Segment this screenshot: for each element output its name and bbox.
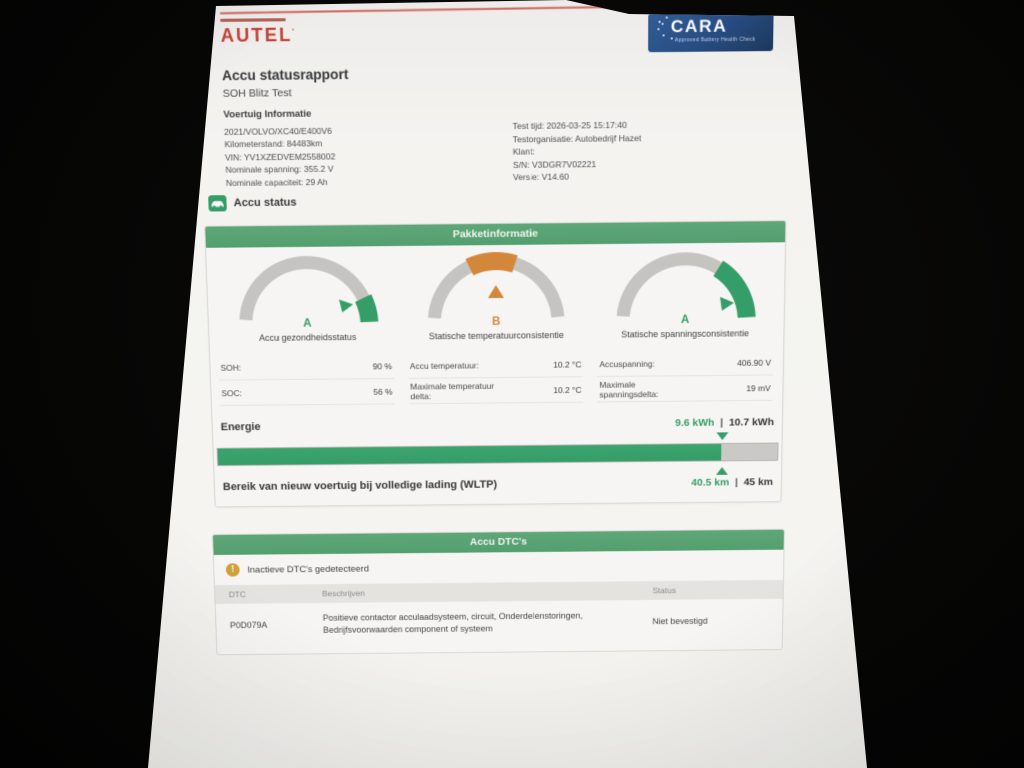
dtc-card: Accu DTC's ! Inactieve DTC's gedetecteer… [212, 529, 785, 655]
report-title: Accu statusrapport [222, 67, 349, 84]
energy-current: 9.6 kWh [675, 417, 714, 429]
pakketinformatie-card: Pakketinformatie A Accu gezondheidsstatu… [204, 220, 786, 507]
range-total: 45 km [744, 476, 773, 488]
stats-grid: SOH: 90 % SOC: 56 % Accu temperatuur: 10… [210, 338, 784, 406]
dtc-code: P0D079A [230, 620, 323, 630]
cara-badge-title: CARA [671, 16, 728, 37]
test-info-line: S/N: V3DGR7V02221 [513, 157, 641, 171]
stat-soc: SOC: 56 % [219, 379, 395, 406]
stat-max-temp-delta: Maximale temperatuur delta: 10.2 °C [408, 377, 583, 404]
dtc-col-description: Beschrijven [322, 586, 653, 598]
range-row: Bereik van nieuw voertuig bij volledige … [215, 474, 781, 506]
energy-label: Energie [220, 421, 260, 433]
gauge-pointer-icon [488, 285, 504, 298]
report-content: AUTEL' CARA Approved Battery Health Chec… [137, 0, 858, 741]
vehicle-info-line: Nominale capaciteit: 29 Ah [226, 175, 337, 189]
header-red-rule [220, 3, 800, 14]
gauge-health: A Accu gezondheidsstatus [210, 252, 402, 343]
vehicle-info-line: 2021/VOLVO/XC40/E400V6 [224, 124, 335, 138]
dtc-table-row: P0D079A Positieve contactor acculaadsyst… [216, 599, 783, 649]
gauge-voltage-grade: A [681, 314, 689, 326]
vehicle-info-heading: Voertuig Informatie [223, 108, 334, 122]
header-red-dash [220, 18, 286, 22]
gauges-row: A Accu gezondheidsstatus B Statische tem… [206, 242, 785, 343]
autel-logo: AUTEL' [220, 24, 296, 47]
gauge-voltage-label: Statische spanningsconsistentie [621, 328, 749, 339]
gauge-temperature-grade: B [492, 316, 500, 328]
energy-marker-top-icon [716, 432, 728, 440]
energy-bar-area [216, 432, 779, 480]
stats-column-voltage: Accuspanning: 406.90 V Maximale spanning… [597, 350, 773, 403]
dtc-status: Niet bevestigd [652, 616, 768, 626]
vehicle-info-line: Kilometerstand: 84483km [224, 137, 335, 151]
gauge-pointer-icon [339, 299, 353, 312]
energy-total: 10.7 kWh [729, 416, 774, 428]
stars-decoration [662, 23, 664, 25]
gauge-health-label: Accu gezondheidsstatus [259, 332, 356, 343]
paper-document: AUTEL' CARA Approved Battery Health Chec… [0, 0, 1024, 768]
stat-accuspanning: Accuspanning: 406.90 V [597, 350, 773, 377]
gauge-health-grade: A [303, 318, 312, 330]
energy-progress-bar [217, 443, 779, 467]
test-info-line: Testorganisatie: Autobedrijf Hazet [513, 131, 642, 145]
vehicle-info-line: VIN: YV1XZEDVEM2558002 [225, 150, 336, 164]
gauge-temperature-label: Statische temperatuurconsistentie [429, 330, 564, 341]
trademark-mark: ' [292, 29, 296, 36]
dtc-description: Positieve contactor acculaadsysteem, cir… [323, 609, 653, 636]
report-subtitle: SOH Blitz Test [222, 87, 291, 100]
gauge-temperature: B Statische temperatuurconsistentie [400, 250, 590, 341]
dtc-col-code: DTC [229, 589, 323, 599]
energy-row: Energie 9.6 kWh | 10.7 kWh [212, 401, 782, 434]
range-current: 40.5 km [691, 477, 729, 489]
test-info-line: Test tijd: 2026-03-25 15:17:40 [513, 119, 642, 133]
test-info-line: Versie: V14.60 [513, 170, 641, 184]
range-label: Bereik van nieuw voertuig bij volledige … [223, 479, 497, 493]
photo-background: AUTEL' CARA Approved Battery Health Chec… [0, 0, 1024, 768]
test-info-line: Klant: [513, 144, 642, 158]
vehicle-info-block: Voertuig Informatie 2021/VOLVO/XC40/E400… [223, 108, 336, 189]
dtc-col-status: Status [653, 585, 770, 595]
value-divider: | [717, 417, 726, 429]
value-divider: | [732, 477, 741, 489]
stat-soh: SOH: 90 % [218, 353, 394, 380]
cara-badge-subtitle: Approved Battery Health Check [675, 37, 756, 44]
gauge-pointer-icon [720, 297, 734, 311]
gauge-voltage: A Statische spanningsconsistentie [591, 248, 781, 339]
cara-badge: CARA Approved Battery Health Check [648, 12, 774, 52]
energy-values: 9.6 kWh | 10.7 kWh [675, 416, 774, 429]
stats-column-soh: SOH: 90 % SOC: 56 % [218, 353, 395, 406]
dtc-notice-text: Inactieve DTC's gedetecteerd [247, 563, 369, 575]
stat-max-spanningsdelta: Maximale spanningsdelta: 19 mV [597, 375, 772, 402]
stat-accu-temperatuur: Accu temperatuur: 10.2 °C [408, 352, 584, 379]
range-values: 40.5 km | 45 km [691, 476, 773, 488]
test-info-block: Test tijd: 2026-03-25 15:17:40 Testorgan… [513, 119, 642, 184]
vehicle-info-line: Nominale spanning: 355.2 V [225, 163, 336, 177]
accu-status-label: Accu status [233, 196, 296, 209]
energy-progress-fill [218, 444, 722, 465]
energy-marker-bottom-icon [716, 467, 728, 475]
car-badge-icon [208, 195, 227, 211]
stats-column-temp: Accu temperatuur: 10.2 °C Maximale tempe… [408, 352, 584, 405]
warning-circle-icon: ! [226, 563, 240, 576]
accu-status-section: Accu status [208, 194, 297, 211]
